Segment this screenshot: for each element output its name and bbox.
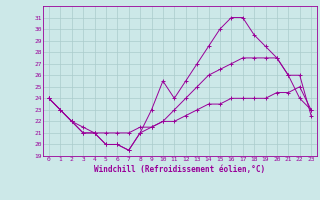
X-axis label: Windchill (Refroidissement éolien,°C): Windchill (Refroidissement éolien,°C) <box>94 165 266 174</box>
